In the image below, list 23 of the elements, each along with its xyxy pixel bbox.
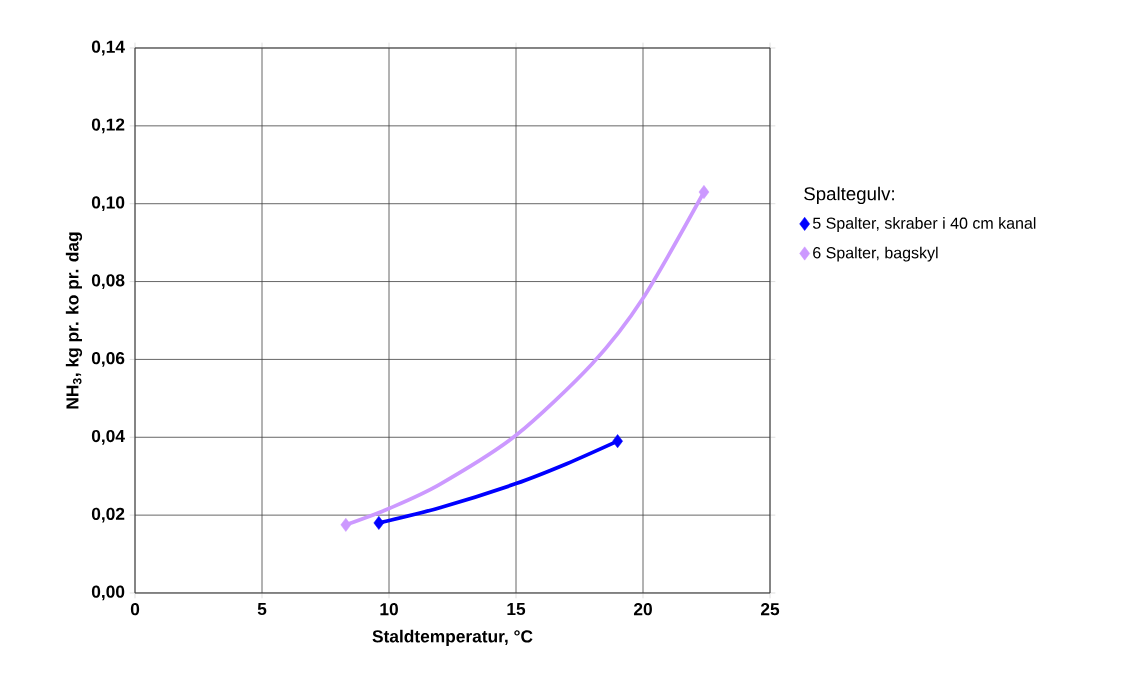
x-tick-label: 10 xyxy=(380,603,398,616)
y-tick-label: 0,08 xyxy=(91,274,125,289)
legend-title: Spaltegulv: xyxy=(804,186,894,205)
x-tick-label: 0 xyxy=(130,603,140,616)
x-tick-label: 20 xyxy=(633,603,652,616)
x-tick-label: 5 xyxy=(257,603,267,616)
point xyxy=(612,434,623,449)
y-tick-label: 0,14 xyxy=(91,40,125,56)
y-tick-label: 0,06 xyxy=(91,352,125,367)
x-axis-title: Staldtemperatur, °C xyxy=(372,629,533,646)
y-tick-label: 0,00 xyxy=(91,585,125,601)
point xyxy=(698,185,710,199)
y-tick-label: 0,10 xyxy=(91,196,125,212)
y-tick-label: 0,02 xyxy=(91,507,125,523)
point xyxy=(340,517,352,532)
y-tick-label: 0,12 xyxy=(91,118,125,134)
legend-label: 5 Spalter, skraber i 40 cm kanal xyxy=(812,217,1036,233)
y-axis-title: NH$_{3}$, kg pr. ko pr. dag xyxy=(65,232,83,409)
y-tick-label: 0,04 xyxy=(91,429,125,445)
x-tick-label: 15 xyxy=(507,603,526,616)
legend-label: 6 Spalter, bagskyl xyxy=(813,246,938,262)
point xyxy=(373,515,385,530)
x-tick-label: 25 xyxy=(760,603,780,616)
